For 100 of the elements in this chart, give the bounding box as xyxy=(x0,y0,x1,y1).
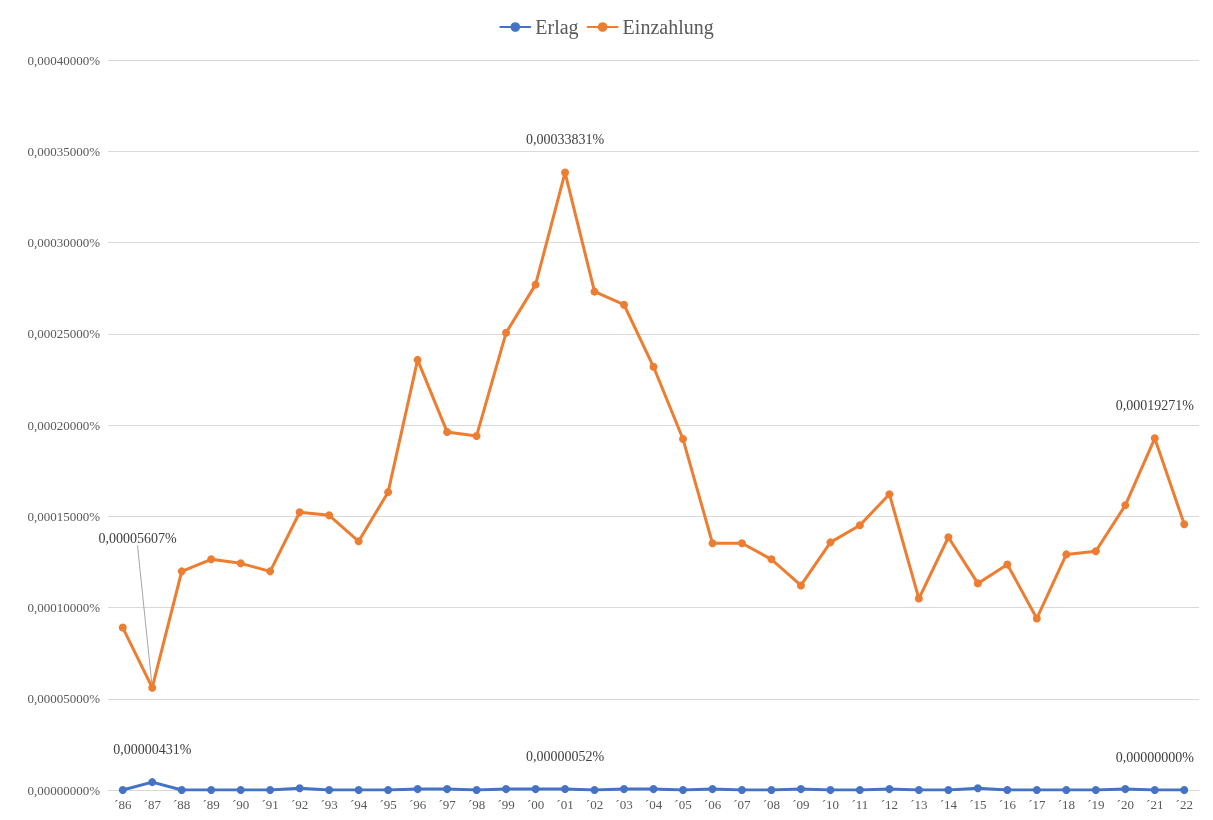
x-tick-label: ´86 xyxy=(114,797,132,812)
legend-label: Erlag xyxy=(535,16,579,39)
point xyxy=(708,539,717,548)
x-tick-label: ´15 xyxy=(969,797,987,812)
point xyxy=(620,300,629,309)
x-tick-label: ´92 xyxy=(290,797,309,812)
point xyxy=(266,567,275,576)
data-label: 0,00000052% xyxy=(525,748,605,764)
x-tick-label: ´21 xyxy=(1146,797,1164,812)
x-tick-label: ´07 xyxy=(733,797,752,812)
point xyxy=(885,490,894,499)
point xyxy=(1150,786,1159,794)
x-tick-label: ´20 xyxy=(1116,797,1134,812)
y-tick-label: 0,00015000% xyxy=(27,508,101,524)
point xyxy=(295,784,304,793)
point xyxy=(236,559,245,568)
data-label: 0,00000000% xyxy=(1115,749,1195,765)
x-tick-label: ´96 xyxy=(408,797,427,812)
x-tick-label: ´00 xyxy=(526,797,545,812)
x-tick-label: ´98 xyxy=(467,797,486,812)
point xyxy=(413,355,422,364)
point xyxy=(1003,560,1012,569)
x-tick-label: ´17 xyxy=(1028,797,1046,812)
x-tick-label: ´95 xyxy=(379,797,397,812)
point xyxy=(914,786,923,794)
point xyxy=(1180,520,1189,529)
point xyxy=(384,488,393,497)
point xyxy=(472,431,481,440)
x-tick-label: ´04 xyxy=(644,797,663,812)
y-tick-label: 0,00025000% xyxy=(27,326,101,342)
x-tick-label: ´09 xyxy=(792,797,810,812)
point xyxy=(590,287,599,296)
point xyxy=(354,786,363,794)
x-tick-label: ´05 xyxy=(674,797,692,812)
point xyxy=(1032,614,1041,623)
point xyxy=(649,785,658,794)
x-tick-label: ´91 xyxy=(261,797,279,812)
x-tick-label: ´12 xyxy=(880,797,899,812)
x-tick-label: ´16 xyxy=(998,797,1017,812)
point xyxy=(502,328,511,337)
point xyxy=(649,362,658,371)
y-tick-label: 0,00020000% xyxy=(27,417,101,433)
x-tick-label: ´93 xyxy=(320,797,338,812)
x-tick-label: ´19 xyxy=(1087,797,1105,812)
point xyxy=(502,785,511,794)
point xyxy=(236,786,245,794)
legend-label: Einzahlung xyxy=(622,16,714,39)
point xyxy=(796,785,805,794)
point xyxy=(914,594,923,603)
point xyxy=(325,511,334,520)
point xyxy=(531,785,540,794)
point xyxy=(855,786,864,794)
point xyxy=(973,579,982,588)
point xyxy=(737,539,746,548)
point xyxy=(384,786,393,794)
x-tick-label: ´01 xyxy=(556,797,574,812)
point xyxy=(1091,547,1100,556)
point xyxy=(1180,786,1189,794)
y-tick-label: 0,00000000% xyxy=(27,782,101,798)
point xyxy=(561,785,570,794)
x-tick-label: ´13 xyxy=(910,797,928,812)
x-tick-label: ´97 xyxy=(438,797,457,812)
point xyxy=(295,508,304,517)
point xyxy=(1032,786,1041,794)
data-label: 0,00019271% xyxy=(1115,397,1195,413)
point xyxy=(973,784,982,793)
point xyxy=(855,521,864,530)
point xyxy=(678,435,687,444)
x-tick-label: ´14 xyxy=(939,797,958,812)
point xyxy=(1121,785,1130,794)
point xyxy=(620,785,629,794)
point xyxy=(354,537,363,546)
point xyxy=(1150,434,1159,443)
point xyxy=(472,786,481,794)
x-tick-label: ´02 xyxy=(585,797,604,812)
point xyxy=(885,785,894,794)
point xyxy=(826,786,835,794)
x-tick-label: ´03 xyxy=(615,797,633,812)
y-tick-label: 0,00030000% xyxy=(27,235,101,250)
point xyxy=(708,785,717,794)
point xyxy=(737,786,746,794)
point xyxy=(443,785,452,794)
point xyxy=(148,683,157,692)
point xyxy=(148,778,157,787)
point xyxy=(1062,786,1071,794)
x-tick-label: ´06 xyxy=(703,797,722,812)
point xyxy=(443,427,452,436)
x-tick-label: ´08 xyxy=(762,797,781,812)
x-tick-label: ´87 xyxy=(143,797,162,812)
point xyxy=(531,280,540,289)
x-tick-label: ´89 xyxy=(202,797,220,812)
point xyxy=(207,555,216,564)
point xyxy=(413,785,422,794)
point xyxy=(207,786,216,794)
x-tick-label: ´99 xyxy=(497,797,515,812)
y-tick-label: 0,00010000% xyxy=(27,600,101,615)
point xyxy=(177,567,186,576)
x-tick-label: ´22 xyxy=(1175,797,1193,812)
data-label: 0,00005607% xyxy=(98,530,177,546)
point xyxy=(118,786,127,794)
